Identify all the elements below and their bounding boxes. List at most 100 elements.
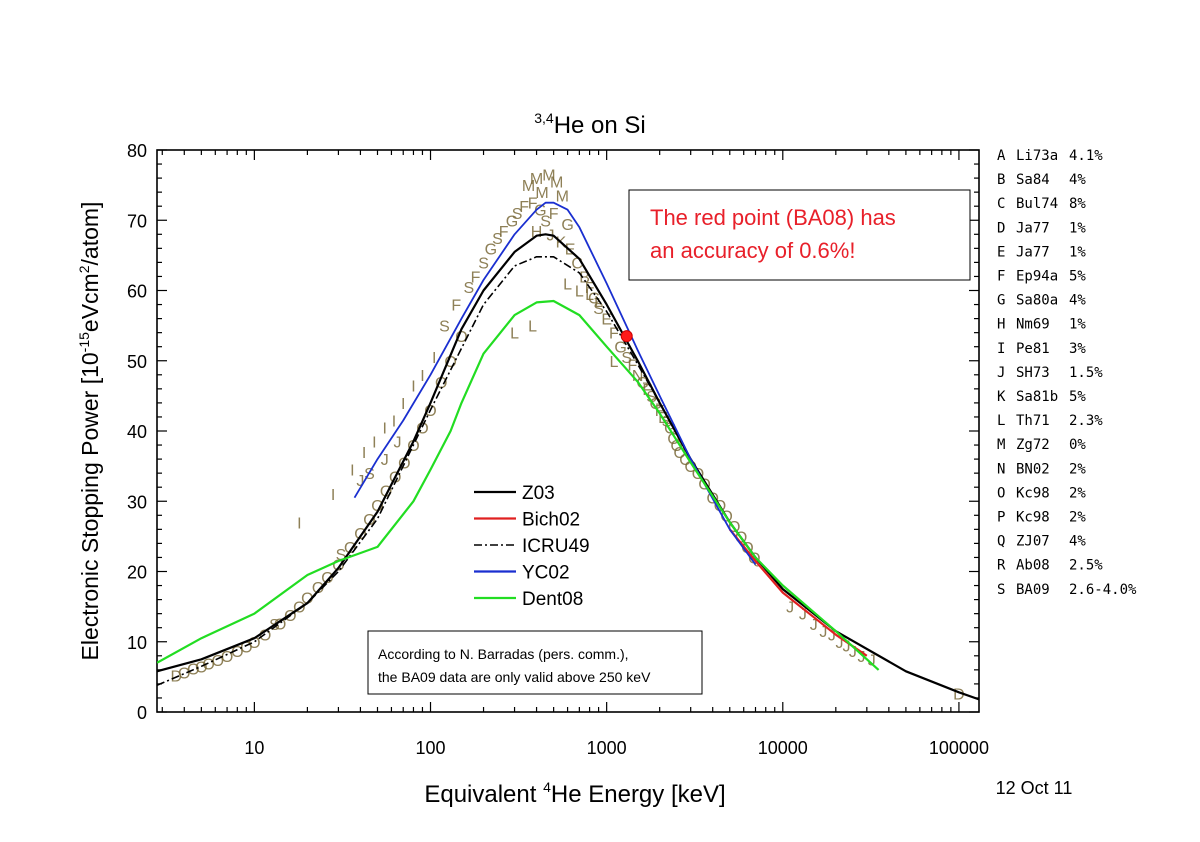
data-point-marker: G (534, 203, 546, 220)
reference-accuracy: 3% (1069, 341, 1086, 357)
reference-letter: G (997, 293, 1005, 309)
reference-row: E Ja77 1% (997, 244, 1086, 260)
note-line2: the BA09 data are only valid above 250 k… (378, 669, 651, 685)
reference-accuracy: 2.6-4.0% (1069, 582, 1137, 598)
reference-row: S BA09 2.6-4.0% (997, 582, 1137, 598)
x-tick-label: 100000 (929, 738, 989, 758)
reference-letter: E (997, 244, 1005, 260)
reference-row: B Sa84 4% (997, 172, 1086, 188)
reference-code: BA09 (1016, 582, 1050, 598)
reference-letter: F (997, 269, 1005, 285)
reference-code: Pe81 (1016, 341, 1050, 357)
data-point-marker: J (810, 617, 818, 634)
reference-letter: M (997, 437, 1005, 453)
data-point-marker: L (575, 284, 584, 301)
reference-letter: D (997, 220, 1005, 236)
series-line-icru49 (157, 256, 692, 687)
data-point-marker: S (492, 231, 503, 248)
reference-row: L Th71 2.3% (997, 413, 1103, 429)
reference-code: Nm69 (1016, 317, 1050, 333)
reference-accuracy: 1% (1069, 220, 1086, 236)
data-point-marker: F (655, 403, 665, 420)
y-tick-label: 10 (127, 633, 147, 653)
x-axis-label: Equivalent 4He Energy [keV] (424, 779, 725, 808)
reference-letter: K (997, 389, 1006, 405)
data-point-marker: S (621, 350, 632, 367)
data-point-marker: B (579, 269, 590, 286)
reference-letter: I (997, 341, 1005, 357)
data-point-marker: S (662, 413, 673, 430)
reference-code: Li73a (1016, 148, 1058, 164)
data-point-marker: S (540, 213, 551, 230)
data-point-marker: G (614, 340, 626, 357)
red-annotation-line2: an accuracy of 0.6%! (650, 238, 855, 263)
data-point-marker: F (642, 382, 652, 399)
data-point-marker: M (550, 175, 563, 192)
reference-code: Sa84 (1016, 172, 1050, 188)
data-point-marker: L (594, 294, 603, 311)
y-tick-label: 20 (127, 563, 147, 583)
data-point-marker: J (799, 607, 807, 624)
data-point-marker: M (530, 171, 543, 188)
legend-label-z03: Z03 (522, 483, 555, 504)
title-main: He on Si (554, 112, 646, 139)
y-tick-label: 0 (137, 703, 147, 723)
note-box (367, 630, 703, 695)
data-point-marker: D (953, 687, 965, 704)
reference-row: H Nm69 1% (997, 317, 1086, 333)
data-point-marker: O (178, 666, 190, 683)
data-point-marker: I (411, 378, 415, 395)
data-point-marker: F (519, 199, 529, 216)
data-point-marker: M (535, 185, 548, 202)
data-point-marker: I (372, 435, 376, 452)
legend-label-yc02: YC02 (522, 563, 570, 584)
date-stamp: 12 Oct 11 (996, 778, 1073, 798)
data-point-marker: N (632, 368, 644, 385)
data-point-marker: I (392, 413, 396, 430)
data-point-marker: J (828, 628, 836, 645)
reference-row: G Sa80a 4% (997, 293, 1086, 309)
reference-code: Sa80a (1016, 293, 1058, 309)
reference-accuracy: 4% (1069, 534, 1086, 550)
data-point-marker: S (364, 466, 375, 483)
data-point-marker: I (362, 445, 366, 462)
reference-list: A Li73a 4.1% B Sa84 4% C Bul74 8% D Ja77 1% E Ja77 1% F… (997, 148, 1137, 598)
data-point-marker: O (455, 329, 467, 346)
y-tick-label: 40 (127, 422, 147, 442)
data-point-marker: S (478, 255, 489, 272)
red-point-ba08 (620, 330, 633, 343)
red-annotation-box (628, 189, 971, 281)
reference-code: SH73 (1016, 365, 1050, 381)
chart-title: 3,4He on Si (534, 110, 646, 139)
data-point-marker: G (588, 291, 600, 308)
reference-row: Q ZJ07 4% (997, 534, 1086, 550)
reference-row: P Kc98 2% (997, 510, 1086, 526)
reference-accuracy: 2% (1069, 485, 1086, 501)
reference-accuracy: 4% (1069, 172, 1086, 188)
reference-letter: S (997, 582, 1005, 598)
reference-code: Ja77 (1016, 244, 1050, 260)
reference-accuracy: 1% (1069, 317, 1086, 333)
data-point-marker: I (383, 420, 387, 437)
y-tick-label: 30 (127, 492, 147, 512)
legend-label-dent08: Dent08 (522, 589, 583, 610)
data-point-marker: F (609, 326, 619, 343)
axis-ticks: 10 100 1000 10000 100000 0 10 20 30 40 50 60 70 80 (127, 141, 989, 758)
y-tick-label: 70 (127, 211, 147, 231)
reference-letter: O (997, 485, 1005, 501)
reference-letter: C (997, 196, 1005, 212)
data-point-marker: F (549, 206, 559, 223)
reference-row: M Zg72 0% (997, 437, 1086, 453)
data-point-marker: F (628, 357, 638, 374)
data-point-marker: J (786, 600, 794, 617)
data-point-marker: M (542, 168, 555, 185)
y-tick-label: 50 (127, 352, 147, 372)
reference-code: Sa81b (1016, 389, 1058, 405)
reference-code: Ja77 (1016, 220, 1050, 236)
data-point-marker: J (819, 624, 827, 641)
data-point-marker: J (858, 649, 866, 666)
red-annotation: The red point (BA08) has an accuracy of … (628, 189, 971, 281)
reference-accuracy: 2% (1069, 461, 1086, 477)
reference-letter: L (997, 413, 1005, 429)
reference-row: D Ja77 1% (997, 220, 1086, 236)
